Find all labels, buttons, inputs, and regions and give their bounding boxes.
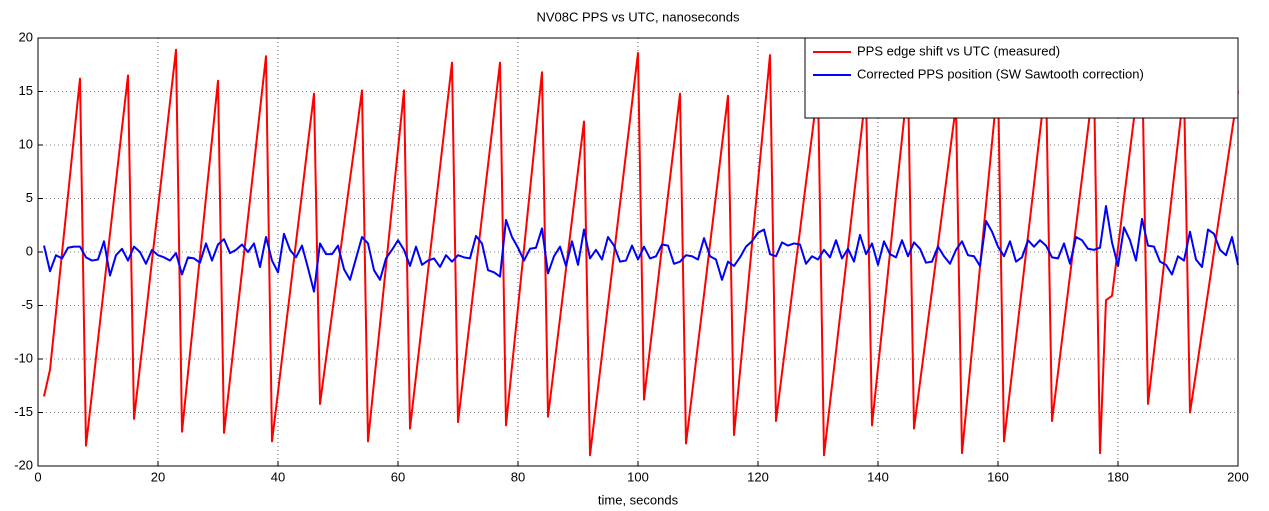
x-tick-label: 0 — [34, 469, 41, 484]
y-tick-label: -15 — [14, 404, 33, 419]
x-tick-label: 160 — [987, 469, 1009, 484]
y-tick-label: 20 — [19, 29, 33, 44]
series-line — [43, 204, 1239, 293]
legend-label: Corrected PPS position (SW Sawtooth corr… — [857, 66, 1144, 81]
y-tick-label: 10 — [19, 136, 33, 151]
x-tick-label: 20 — [151, 469, 165, 484]
x-tick-label: 200 — [1227, 469, 1249, 484]
y-tick-label: 0 — [26, 243, 33, 258]
x-axis-label: time, seconds — [598, 492, 679, 507]
x-tick-label: 100 — [627, 469, 649, 484]
legend-label: PPS edge shift vs UTC (measured) — [857, 43, 1060, 58]
y-tick-label: 5 — [26, 190, 33, 205]
x-tick-label: 80 — [511, 469, 525, 484]
x-tick-label: 180 — [1107, 469, 1129, 484]
legend — [804, 37, 1239, 119]
x-tick-label: 120 — [747, 469, 769, 484]
x-tick-label: 140 — [867, 469, 889, 484]
chart-title: NV08C PPS vs UTC, nanoseconds — [536, 9, 740, 24]
y-tick-label: 15 — [19, 83, 33, 98]
axes-box — [37, 37, 1239, 467]
y-tick-label: -10 — [14, 350, 33, 365]
x-tick-label: 60 — [391, 469, 405, 484]
y-tick-label: -5 — [21, 297, 33, 312]
y-tick-label: -20 — [14, 457, 33, 472]
series-line — [43, 48, 1239, 457]
x-tick-label: 40 — [271, 469, 285, 484]
